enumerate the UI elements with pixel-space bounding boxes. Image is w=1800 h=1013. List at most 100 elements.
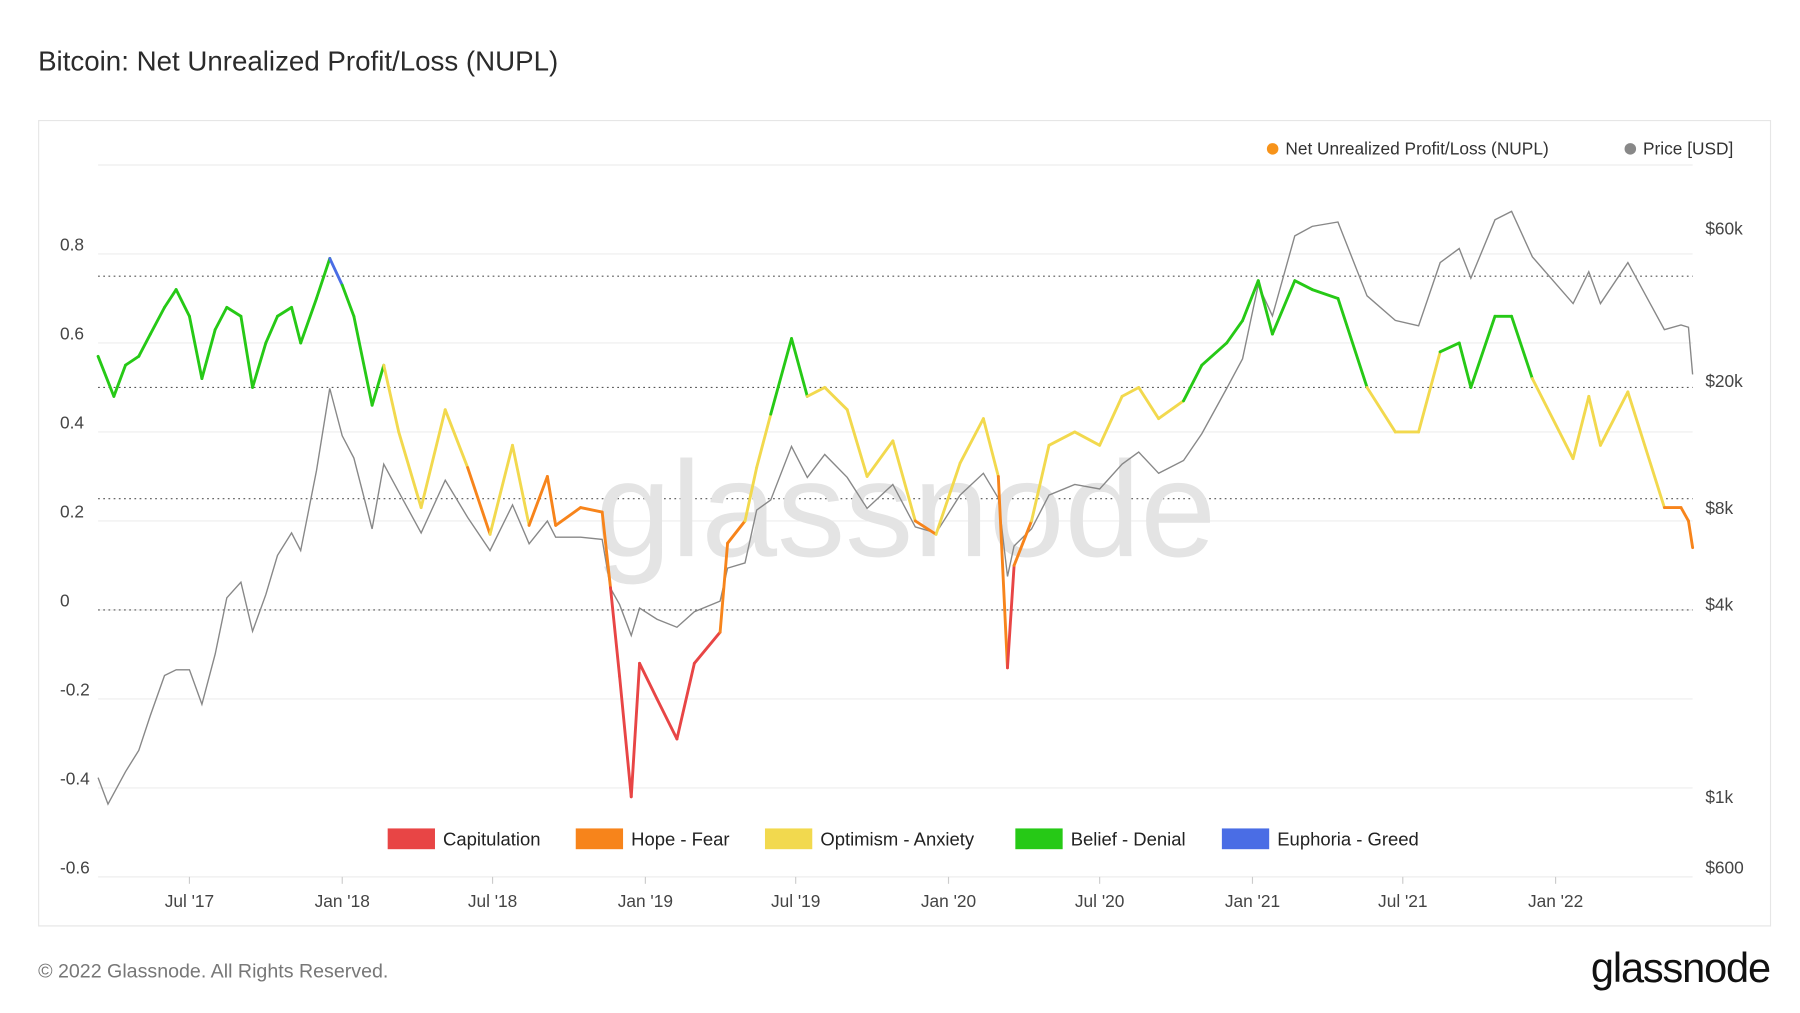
zone-legend-swatch bbox=[764, 828, 813, 850]
copyright: © 2022 Glassnode. All Rights Reserved. bbox=[38, 959, 389, 982]
nupl-segment bbox=[148, 305, 166, 336]
legend-nupl-label: Net Unrealized Profit/Loss (NUPL) bbox=[1285, 139, 1548, 159]
nupl-segment bbox=[443, 408, 470, 469]
nupl-segment bbox=[1157, 399, 1185, 421]
nupl-segment bbox=[1006, 563, 1016, 670]
zone-legend-swatch bbox=[1015, 828, 1063, 850]
nupl-segment bbox=[466, 466, 492, 536]
y-right-tick-label: $8k bbox=[1705, 498, 1733, 518]
zone-legend-label: Hope - Fear bbox=[631, 829, 729, 850]
nupl-segment bbox=[163, 288, 178, 309]
nupl-segment bbox=[1679, 506, 1690, 523]
glassnode-logo: glassnode bbox=[1590, 943, 1771, 992]
nupl-segment bbox=[618, 675, 633, 799]
nupl-segment bbox=[934, 461, 962, 536]
zone-legend-label: Belief - Denial bbox=[1071, 829, 1186, 850]
nupl-segment bbox=[692, 630, 722, 665]
nupl-segment bbox=[958, 417, 985, 465]
nupl-segment bbox=[675, 661, 696, 741]
nupl-segment bbox=[264, 314, 279, 345]
zone-legend-label: Euphoria - Greed bbox=[1277, 829, 1419, 850]
nupl-segment bbox=[891, 439, 917, 523]
nupl-segment bbox=[655, 697, 679, 741]
y-right-tick-label: $1k bbox=[1705, 787, 1733, 807]
zone-legend-swatch bbox=[387, 828, 435, 850]
nupl-segment bbox=[726, 519, 747, 545]
x-tick-label: Jul '17 bbox=[165, 891, 214, 911]
nupl-segment bbox=[790, 337, 809, 398]
y-left-tick-label: -0.2 bbox=[60, 679, 90, 699]
nupl-segment bbox=[239, 314, 254, 389]
nupl-segment bbox=[865, 439, 895, 478]
y-left-tick-label: 0.2 bbox=[60, 501, 84, 521]
nupl-segment bbox=[823, 386, 849, 412]
nupl-segment bbox=[718, 541, 730, 634]
y-left-tick-label: -0.4 bbox=[60, 768, 90, 788]
zone-legend-label: Optimism - Anxiety bbox=[820, 829, 975, 850]
x-tick-label: Jan '21 bbox=[1225, 891, 1280, 911]
nupl-segment bbox=[112, 363, 127, 398]
x-tick-label: Jul '18 bbox=[468, 891, 517, 911]
nupl-segment bbox=[527, 475, 549, 527]
nupl-segment bbox=[805, 386, 827, 398]
nupl-segment bbox=[1510, 314, 1534, 381]
x-tick-label: Jan '22 bbox=[1528, 891, 1583, 911]
nupl-segment bbox=[1417, 350, 1442, 434]
nupl-segment bbox=[769, 337, 793, 416]
nupl-segment bbox=[370, 363, 386, 407]
x-tick-label: Jul '21 bbox=[1378, 891, 1427, 911]
nupl-segment bbox=[174, 288, 191, 318]
nupl-segment bbox=[1200, 341, 1229, 367]
nupl-segment bbox=[511, 443, 531, 527]
nupl-segment bbox=[981, 417, 1000, 478]
nupl-segment bbox=[579, 506, 604, 514]
nupl-segment bbox=[200, 328, 217, 381]
nupl-segment bbox=[1182, 363, 1204, 403]
nupl-segment bbox=[213, 305, 229, 332]
zone-legend-swatch bbox=[1221, 828, 1270, 850]
nupl-segment bbox=[488, 443, 514, 536]
zone-legend-label: Capitulation bbox=[443, 829, 540, 850]
nupl-segment bbox=[638, 661, 659, 701]
price-line bbox=[97, 210, 1694, 806]
nupl-segment bbox=[1687, 519, 1695, 550]
nupl-segment bbox=[1241, 279, 1260, 323]
nupl-segment bbox=[600, 510, 612, 590]
y-right-tick-label: $20k bbox=[1705, 371, 1743, 391]
nupl-segment bbox=[340, 283, 356, 318]
nupl-segment bbox=[913, 519, 938, 536]
nupl-segment bbox=[554, 506, 583, 527]
nupl-segment bbox=[419, 408, 447, 510]
y-left-tick-label: 0.4 bbox=[60, 412, 84, 432]
x-tick-label: Jan '18 bbox=[315, 891, 370, 911]
nupl-segment bbox=[1047, 430, 1077, 447]
nupl-segment bbox=[629, 661, 641, 799]
nupl-segment bbox=[996, 475, 1009, 670]
nupl-segment bbox=[1438, 341, 1461, 354]
nupl-segment bbox=[1073, 430, 1102, 447]
nupl-segment bbox=[1030, 443, 1051, 523]
nupl-segment bbox=[352, 314, 374, 407]
nupl-segment bbox=[96, 354, 116, 398]
nupl-segment bbox=[382, 363, 401, 434]
nupl-segment bbox=[1469, 314, 1497, 389]
nupl-segment bbox=[225, 305, 243, 318]
y-left-tick-label: 0.6 bbox=[60, 324, 84, 344]
nupl-segment bbox=[1365, 386, 1397, 434]
nupl-segment bbox=[1270, 279, 1297, 336]
nupl-segment bbox=[1293, 279, 1314, 292]
y-right-tick-label: $60k bbox=[1705, 218, 1743, 238]
nupl-segment bbox=[1012, 519, 1033, 567]
zone-legend-swatch bbox=[575, 828, 624, 850]
nupl-segment bbox=[328, 256, 344, 287]
nupl-segment bbox=[1457, 341, 1473, 389]
nupl-segment bbox=[845, 408, 869, 478]
nupl-segment bbox=[1098, 394, 1124, 447]
x-tick-label: Jan '19 bbox=[618, 891, 673, 911]
nupl-segment bbox=[545, 475, 558, 527]
y-left-tick-label: 0 bbox=[60, 590, 70, 610]
page-title: Bitcoin: Net Unrealized Profit/Loss (NUP… bbox=[38, 46, 559, 78]
x-tick-label: Jan '20 bbox=[921, 891, 976, 911]
